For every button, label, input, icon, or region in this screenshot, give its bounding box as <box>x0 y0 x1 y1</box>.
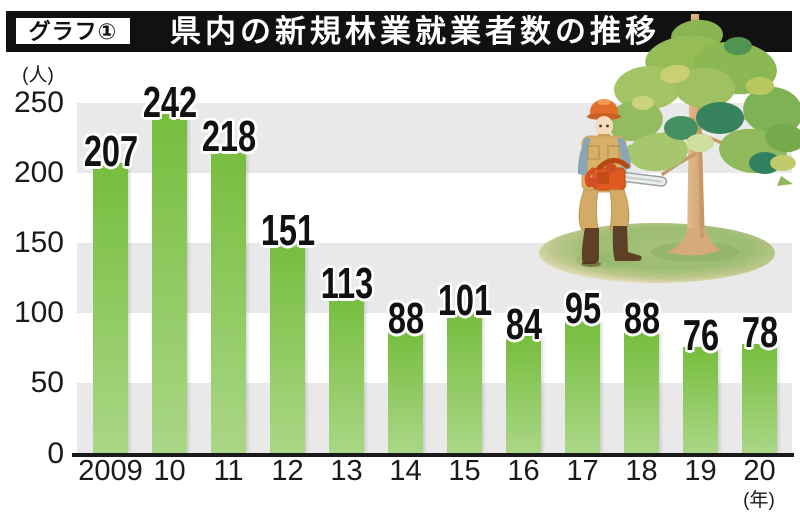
bar <box>211 147 246 454</box>
bar-value-label: 88 <box>387 294 424 344</box>
bar-value-label: 242 <box>142 78 197 128</box>
bar-value-label: 151 <box>260 205 315 255</box>
bar-value-label: 95 <box>564 284 601 334</box>
worker-helmet <box>590 99 618 116</box>
grid-band <box>77 383 792 454</box>
bar <box>742 344 777 454</box>
chart-header: グラフ① 県内の新規林業就業者数の推移 <box>6 11 792 52</box>
y-axis-tick-label: 150 <box>13 226 64 260</box>
x-axis-tick-label: 13 <box>330 455 363 487</box>
bar <box>270 241 305 454</box>
bar-value-label: 88 <box>623 294 660 344</box>
grid-band <box>77 313 792 384</box>
x-axis-tick-label: 17 <box>566 455 599 487</box>
y-axis-tick-label: 50 <box>30 366 64 400</box>
tree-root-flare <box>667 228 721 256</box>
bar <box>447 311 482 454</box>
x-axis-tick-label: 19 <box>684 455 717 487</box>
bar-value-label: 101 <box>437 275 492 325</box>
chart-title: 県内の新規林業就業者数の推移 <box>170 14 660 49</box>
x-axis-unit-label: (年) <box>743 490 775 511</box>
x-axis-tick-label: 16 <box>507 455 540 487</box>
tree-foliage <box>607 18 800 186</box>
x-axis-tick-label: 11 <box>213 455 244 487</box>
bar <box>152 114 187 454</box>
bar <box>93 163 128 454</box>
bar-value-label: 84 <box>505 299 542 349</box>
y-axis-tick-label: 250 <box>13 86 64 119</box>
bar <box>506 335 541 454</box>
worker-pants-right <box>609 189 630 231</box>
x-axis-tick-label: 18 <box>625 455 658 487</box>
bar-value-label: 78 <box>741 308 778 358</box>
x-axis-tick-label: 14 <box>389 455 422 487</box>
jacket-right-sleeve <box>617 138 631 171</box>
helmet-highlight <box>597 99 611 105</box>
bar-value-label: 113 <box>320 259 373 309</box>
bar <box>329 295 364 454</box>
worker-glove-left <box>587 177 599 187</box>
y-axis-tick-label: 0 <box>47 436 64 470</box>
worker-boot-right <box>612 226 642 261</box>
y-axis-tick-label: 100 <box>13 296 64 330</box>
bar-value-label: 218 <box>201 111 256 161</box>
forestry-worker-illustration <box>539 14 800 283</box>
x-axis-tick-label: 15 <box>448 455 481 487</box>
x-axis-tick-label: 20 <box>743 455 776 487</box>
bar <box>388 330 423 454</box>
bar-value-label: 207 <box>83 127 138 177</box>
bar <box>565 320 600 454</box>
x-axis-tick-label: 12 <box>271 455 304 487</box>
worker-glove-right <box>605 163 617 173</box>
worker-face <box>595 116 613 136</box>
bar-value-label: 76 <box>682 310 719 360</box>
x-axis-tick-label: 10 <box>153 455 186 487</box>
worker-pants-left <box>578 189 599 231</box>
graph-number-badge: グラフ① <box>16 18 130 44</box>
plot-area <box>77 103 792 454</box>
y-axis-tick-label: 200 <box>13 156 64 190</box>
x-axis-line <box>72 453 794 457</box>
bar <box>683 346 718 454</box>
bar <box>624 330 659 454</box>
x-axis-tick-label: 2009 <box>78 455 143 487</box>
tree-icon <box>607 14 800 256</box>
worker-boot-left <box>581 228 599 264</box>
y-axis-unit-label: (人) <box>22 65 54 86</box>
worker-figure <box>577 99 668 267</box>
